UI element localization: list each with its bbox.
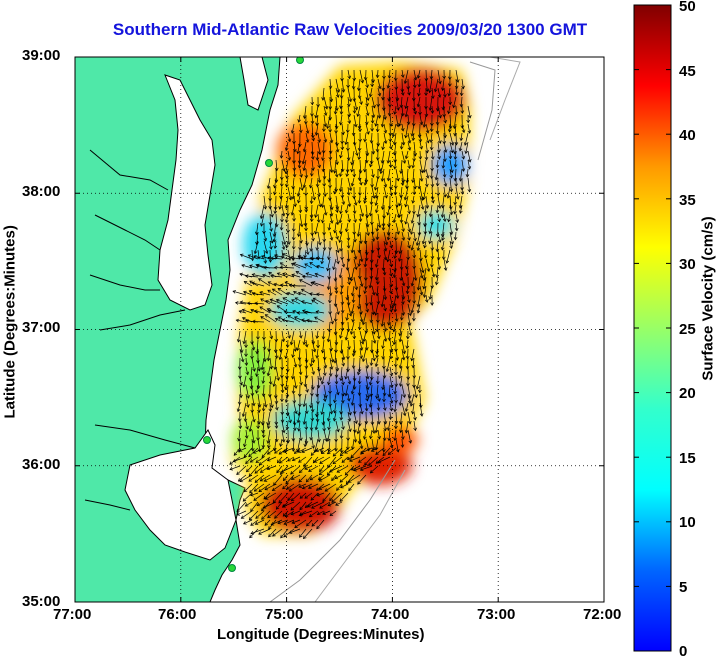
radar-site-marker: [204, 437, 211, 444]
radar-site-marker: [229, 565, 236, 572]
colorbar-tick-label: 25: [679, 321, 696, 338]
radar-site-marker: [266, 160, 273, 167]
x-tick-label: 76:00: [158, 606, 196, 623]
colorbar-label: Surface Velocity (cm/s): [700, 209, 717, 389]
y-tick-label: 38:00: [22, 183, 60, 200]
colorbar-tick-label: 0: [679, 643, 687, 660]
y-tick-label: 39:00: [22, 47, 60, 64]
y-tick-label: 35:00: [22, 593, 60, 610]
colorbar-tick-label: 40: [679, 127, 696, 144]
colorbar-tick-label: 30: [679, 256, 696, 273]
x-tick-label: 73:00: [477, 606, 515, 623]
colorbar-tick-label: 15: [679, 450, 696, 467]
colorbar-tick-label: 5: [679, 579, 687, 596]
x-tick-label: 75:00: [265, 606, 303, 623]
radar-site-marker: [297, 57, 304, 64]
y-axis-label: Latitude (Degrees:Minutes): [2, 239, 19, 419]
x-tick-label: 72:00: [583, 606, 621, 623]
colorbar-tick-label: 10: [679, 514, 696, 531]
x-tick-label: 74:00: [371, 606, 409, 623]
y-tick-label: 37:00: [22, 319, 60, 336]
colorbar-tick-label: 35: [679, 192, 696, 209]
colorbar-tick-label: 45: [679, 63, 696, 80]
y-tick-label: 36:00: [22, 456, 60, 473]
colorbar-tick-label: 20: [679, 385, 696, 402]
colorbar: [634, 5, 671, 651]
colorbar-tick-label: 50: [679, 0, 696, 15]
x-axis-label: Longitude (Degrees:Minutes): [217, 626, 425, 643]
